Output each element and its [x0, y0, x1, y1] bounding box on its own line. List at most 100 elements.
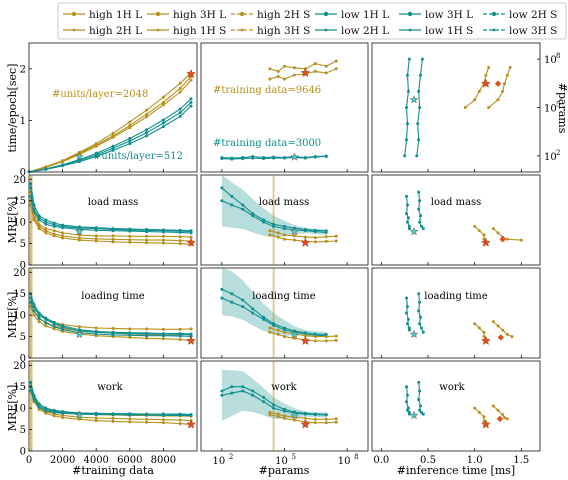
series-point: [276, 328, 280, 332]
panel-1-0: 0 5 10 15 20: [13, 174, 198, 272]
series-point: [94, 329, 98, 333]
series-point: [262, 220, 266, 224]
series-point: [161, 241, 165, 245]
series-point: [405, 220, 409, 224]
panel-3-0: 0 5 10 15 20 0 2000 4000 6000 8000: [13, 360, 198, 466]
series-point: [189, 229, 193, 233]
series-point: [482, 419, 486, 423]
series-point: [283, 237, 286, 241]
uncertainty-band: [272, 268, 275, 358]
series-point: [230, 203, 234, 207]
series-point: [241, 385, 245, 389]
series-point: [292, 418, 296, 422]
series-point: [421, 412, 425, 416]
series-point: [482, 335, 486, 339]
uncertainty-band: [30, 175, 33, 265]
right-y-tick-label: 10: [544, 152, 557, 163]
series-point: [241, 305, 245, 309]
series-point: [313, 240, 317, 244]
series-point: [230, 194, 234, 198]
ylabel-row0: time/epoch[sec]: [6, 64, 19, 153]
series-point: [406, 317, 410, 321]
series-point: [145, 336, 149, 340]
series-point: [292, 66, 296, 70]
series-point: [178, 86, 182, 90]
best-high-diamond: [499, 236, 506, 243]
panel-frame: [371, 360, 541, 452]
series-point: [111, 148, 115, 152]
series-point: [178, 338, 182, 342]
series-point: [417, 190, 421, 194]
series-point: [111, 240, 115, 244]
series-point: [111, 416, 115, 420]
series-point: [111, 144, 115, 148]
series-point: [161, 125, 165, 129]
best-low-star: [409, 329, 419, 339]
series-point: [283, 330, 286, 334]
series-point: [111, 326, 115, 330]
axis-labels: time/epoch[sec] MRE[%] MRE[%] MRE[%] #pa…: [6, 64, 568, 477]
series-point: [52, 414, 56, 418]
best-high-diamond: [496, 415, 504, 423]
panel-frame: [200, 42, 369, 173]
series-point: [61, 328, 65, 332]
series-point: [324, 155, 328, 159]
panel-0-0: 0 1 2: [20, 42, 198, 179]
series-point: [482, 237, 486, 241]
series-point: [37, 227, 41, 231]
legend-swatch-marker: [408, 28, 412, 32]
series-point: [241, 298, 245, 302]
series-point: [145, 412, 149, 416]
y-tick-label: 1: [20, 116, 26, 127]
series-point: [178, 332, 182, 336]
ylabel-row1: MRE[%]: [6, 197, 19, 244]
series-point: [44, 409, 48, 413]
series-point: [161, 230, 165, 234]
series-point: [407, 57, 411, 61]
series-point: [128, 331, 132, 335]
series-point: [420, 57, 424, 61]
uncertainty-band: [30, 268, 33, 358]
series-point: [111, 419, 115, 423]
series-point: [77, 238, 81, 242]
series-point: [324, 335, 328, 339]
series-point: [473, 406, 477, 410]
ylabel-row2: MRE[%]: [6, 292, 19, 339]
series-point: [405, 322, 409, 326]
annotation-train-high: #training data=9646: [213, 85, 321, 96]
series-point: [178, 107, 182, 111]
best-high-diamond: [497, 334, 504, 341]
series-point: [77, 233, 81, 237]
panel-1-2: [371, 174, 541, 266]
series-point: [262, 218, 266, 222]
x-tick-label: 2000: [50, 455, 75, 466]
series-point: [334, 59, 338, 63]
series-point: [283, 233, 286, 237]
series-point: [61, 226, 65, 230]
series-point: [418, 408, 422, 412]
series-point: [272, 222, 276, 226]
series-point: [303, 416, 307, 420]
legend-entry-label: high 3H L: [173, 9, 226, 21]
legend-entry-label: high 2H S: [257, 9, 310, 21]
series-point: [501, 413, 505, 417]
series-point: [161, 238, 165, 242]
series-point: [161, 332, 165, 336]
row-title-loading-time-col0: loading time: [81, 291, 145, 302]
series-point: [406, 89, 410, 93]
best-high-star: [300, 237, 311, 247]
best-low-star: [290, 227, 299, 236]
series-point: [491, 227, 495, 231]
annotation-units-low: #units/layer=512: [93, 151, 183, 162]
series-point: [220, 393, 224, 397]
series-point: [178, 327, 182, 331]
series-point: [313, 412, 317, 416]
series-point: [419, 73, 423, 77]
series-point: [220, 186, 224, 190]
series-point: [418, 300, 422, 304]
series-point: [61, 164, 65, 168]
x-tick-label: 0: [26, 455, 32, 466]
best-low-star: [290, 410, 299, 420]
best-high-star: [300, 67, 311, 78]
series-point: [496, 231, 500, 235]
